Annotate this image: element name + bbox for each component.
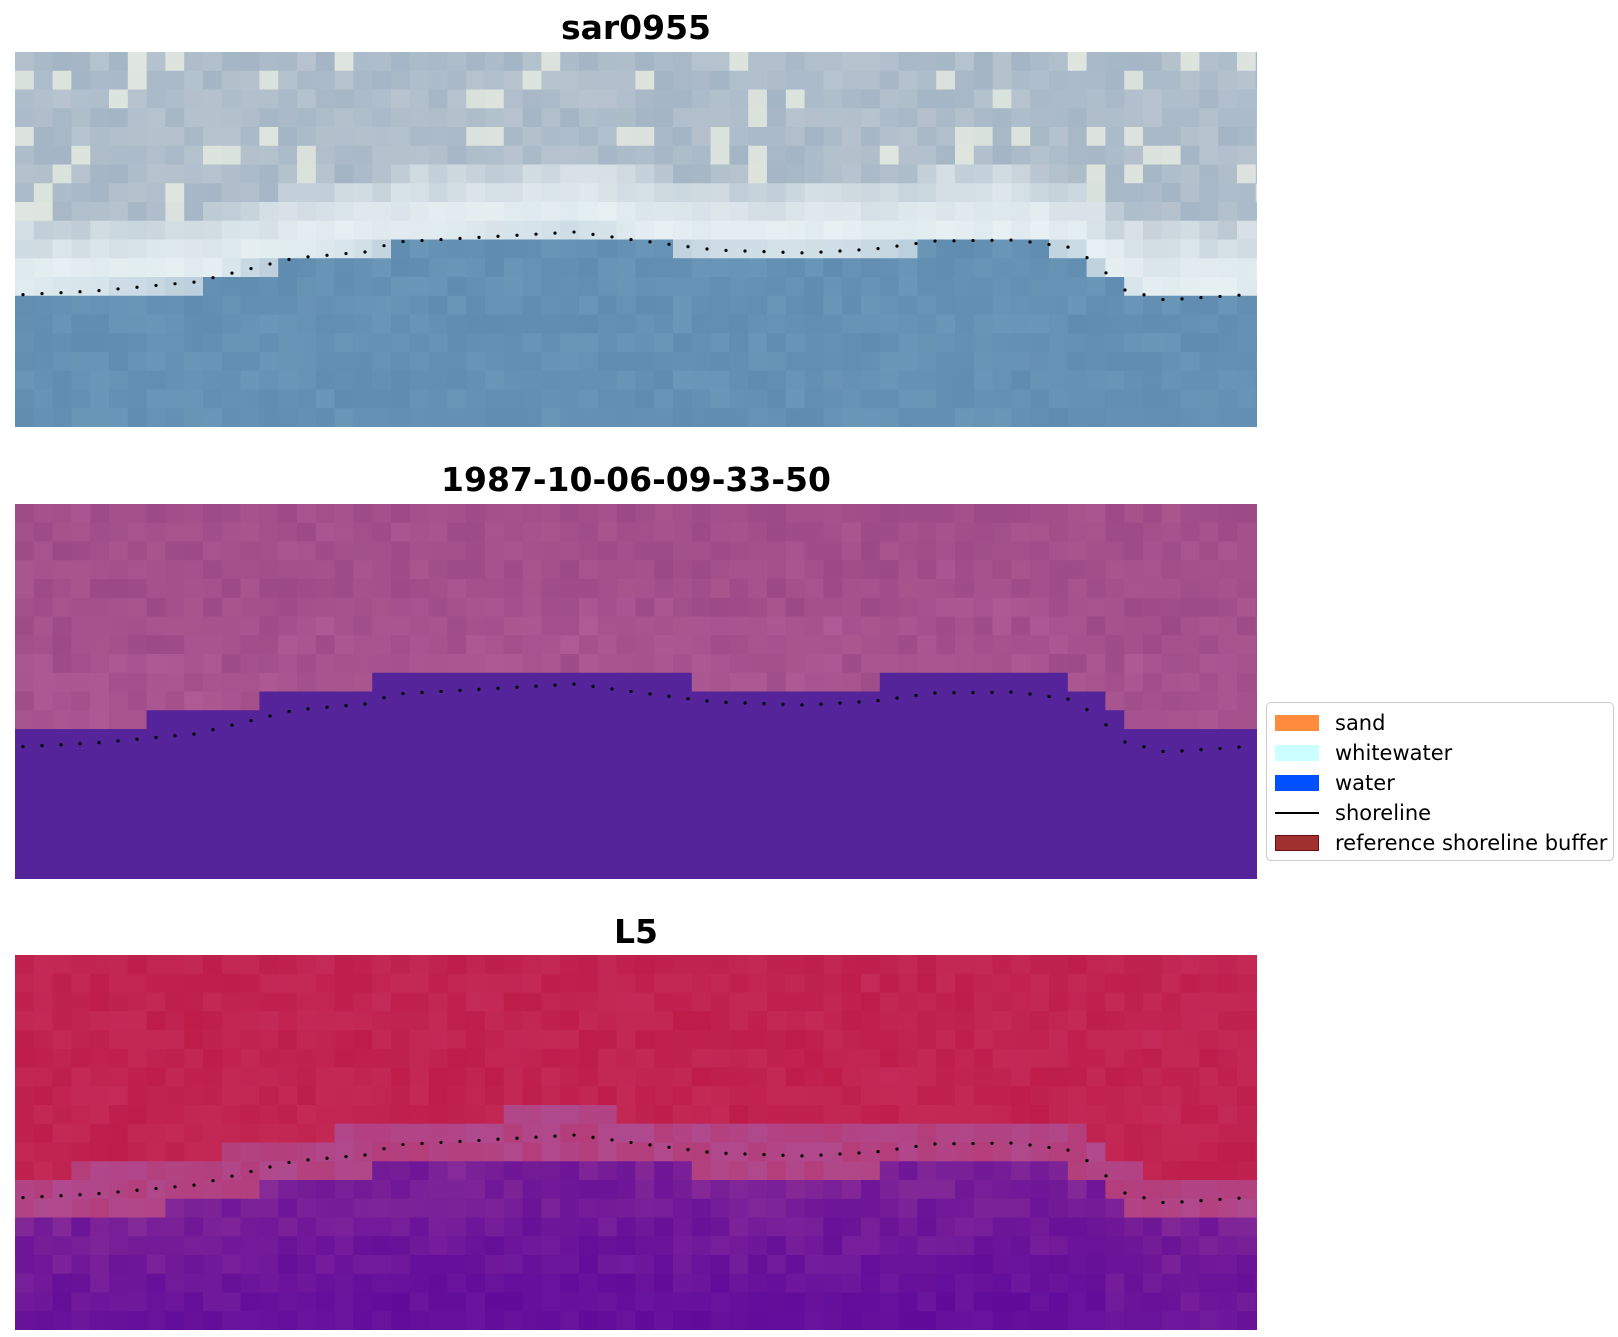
- index-image: [15, 955, 1257, 1330]
- shoreline-dots: [21, 230, 1241, 302]
- image-panel-rgb: [15, 52, 1257, 427]
- shoreline-line-sample: [1275, 812, 1319, 814]
- whitewater-swatch: [1275, 745, 1319, 761]
- sand-swatch: [1275, 715, 1319, 731]
- panel-title-3: L5: [614, 912, 658, 951]
- image-panel-classified: [15, 504, 1257, 879]
- shoreline-dots: [21, 682, 1241, 754]
- legend-label-water: water: [1335, 771, 1395, 795]
- legend-item-whitewater: whitewater: [1275, 738, 1452, 768]
- rgb-image: [15, 52, 1257, 427]
- legend-item-sand: sand: [1275, 708, 1385, 738]
- legend-label-reference-buffer: reference shoreline buffer: [1335, 831, 1608, 855]
- legend: sand whitewater water shoreline referenc…: [1266, 702, 1614, 861]
- legend-item-water: water: [1275, 768, 1395, 798]
- classified-image: [15, 504, 1257, 879]
- legend-label-whitewater: whitewater: [1335, 741, 1453, 765]
- legend-item-reference-buffer: reference shoreline buffer: [1275, 828, 1607, 858]
- panel-title-1: sar0955: [560, 8, 712, 47]
- legend-label-shoreline: shoreline: [1335, 801, 1432, 825]
- legend-item-shoreline: shoreline: [1275, 798, 1431, 828]
- shoreline-dots: [21, 1133, 1241, 1205]
- image-panel-index: [15, 955, 1257, 1330]
- reference-buffer-swatch: [1275, 835, 1319, 851]
- water-swatch: [1275, 775, 1319, 791]
- panel-title-2: 1987-10-06-09-33-50: [441, 460, 831, 499]
- legend-label-sand: sand: [1335, 711, 1386, 735]
